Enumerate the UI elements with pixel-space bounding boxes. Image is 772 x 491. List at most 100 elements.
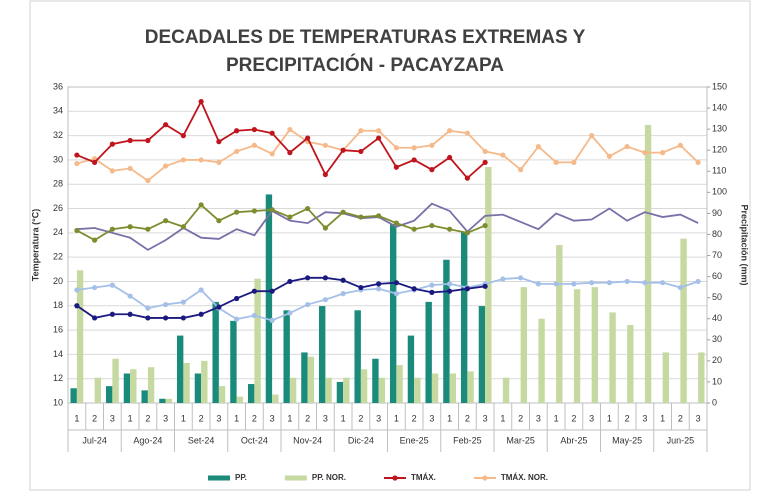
point [109,311,115,317]
point [553,159,559,165]
bar [265,194,273,403]
point [553,281,559,287]
bar [336,381,344,403]
point [92,315,98,321]
x-tick-label: 1 [447,413,452,423]
point [74,152,80,158]
point [109,226,115,232]
bar [502,377,510,403]
bar [396,365,403,403]
point [500,152,506,158]
y2-tick-label: 110 [712,166,726,176]
point [269,207,275,213]
legend-swatch [482,475,488,481]
point [358,214,364,220]
point [92,237,98,243]
month-label: Feb-25 [453,435,482,445]
point [376,128,382,134]
point [571,159,577,165]
point [145,137,151,144]
y2-tick-label: 40 [712,313,722,323]
point [180,157,186,163]
bar [230,320,237,403]
point [393,220,399,226]
legend-swatch [284,475,307,481]
point [269,288,275,294]
bar [485,167,492,403]
point [376,286,382,292]
bar [343,377,350,403]
month-label: Ago-24 [133,435,162,445]
point [482,148,488,155]
month-label: Mar-25 [506,435,535,445]
legend-label: PP. NOR. [312,473,346,482]
x-tick-label: 1 [341,413,346,423]
y2-tick-label: 0 [712,397,717,407]
y-tick-label: 10 [53,397,63,407]
point [305,135,311,141]
bar [449,373,457,403]
bar [609,312,616,403]
point [109,282,115,288]
point [216,218,222,224]
point [429,282,435,288]
line [76,203,486,242]
point [464,286,470,292]
point [198,202,204,208]
bar [105,386,113,403]
y2-tick-label: 80 [712,229,722,239]
point [305,275,311,281]
point [429,289,435,295]
point [429,222,435,229]
point [660,150,666,156]
bar [556,245,563,403]
point [287,214,293,220]
y2-tick-label: 50 [712,292,722,302]
bar [70,388,77,403]
y-tick-label: 28 [53,179,63,189]
point [287,278,293,285]
point [358,284,364,291]
point [393,164,399,170]
point [163,218,169,224]
y-tick-label: 34 [53,106,63,116]
point [180,299,186,305]
y2-tick-label: 140 [712,102,727,112]
point [340,147,346,153]
bar [354,310,361,403]
x-tick-label: 2 [678,413,683,423]
x-tick-label: 1 [128,413,133,423]
x-tick-label: 2 [199,413,204,423]
bar [272,394,279,403]
legend-label: TMÁX. [411,473,436,482]
bar [478,306,486,403]
month-label: Abr-25 [560,435,587,445]
bar [414,377,421,403]
bar [460,232,468,403]
point [358,148,364,155]
point [624,143,630,150]
month-label: Jun-25 [667,435,695,445]
point [251,142,257,148]
point [500,276,506,282]
bar [165,398,173,403]
x-tick-label: 3 [642,413,647,423]
point [393,145,399,151]
x-tick-label: 3 [376,413,381,423]
y2-tick-label: 100 [712,187,727,197]
point [429,142,435,148]
y-tick-label: 22 [53,252,63,262]
bar [183,362,190,403]
point [234,316,240,322]
point [695,278,701,285]
point [109,141,115,147]
point [234,209,240,215]
bar [147,367,155,403]
point [660,280,666,286]
bar [141,390,148,403]
bar [591,287,599,403]
y-tick-label: 16 [53,324,63,334]
x-tick-label: 2 [518,413,523,423]
point [322,225,328,231]
y2-tick-label: 130 [712,124,727,134]
